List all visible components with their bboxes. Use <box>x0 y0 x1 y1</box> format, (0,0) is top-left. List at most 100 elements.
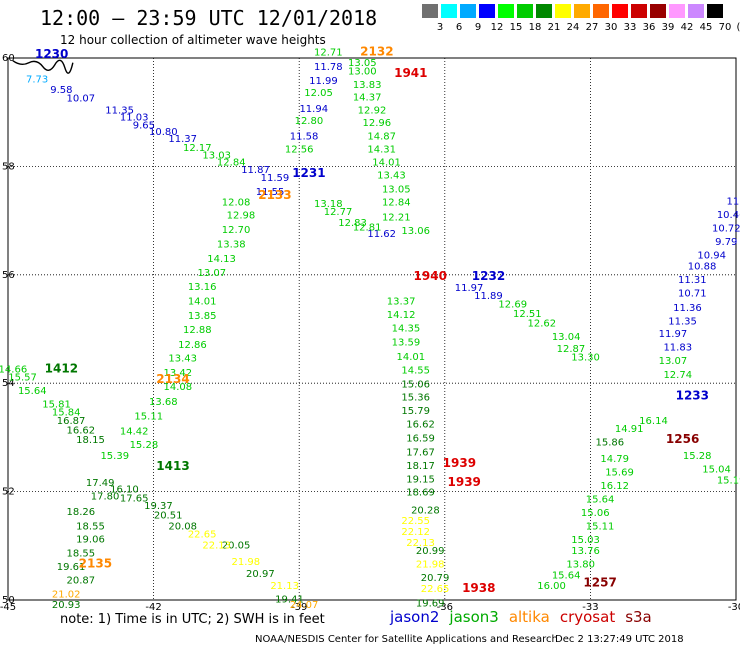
swh-value: 14.66 <box>0 364 27 375</box>
color-scale-label: 9 <box>474 22 482 33</box>
swh-value: 13.85 <box>188 311 217 322</box>
color-scale-label: 3 <box>436 22 444 33</box>
color-swatch <box>688 4 704 18</box>
swh-value: 14.01 <box>188 297 217 308</box>
swh-value: 14.37 <box>353 92 382 103</box>
map-grid <box>7 57 737 601</box>
swh-value: 15.06 <box>581 508 610 519</box>
swh-value: 13.04 <box>552 332 581 343</box>
swh-value: 12.77 <box>324 207 353 218</box>
swh-value: 20.93 <box>52 600 81 611</box>
legend-item-jason2: jason2 <box>390 608 440 626</box>
color-swatch <box>669 4 685 18</box>
lon-tick-label: -33 <box>582 602 598 613</box>
color-swatch <box>422 4 438 18</box>
swh-value: 15.57 <box>8 372 37 383</box>
swh-value: 16.62 <box>406 420 435 431</box>
swh-value: 13.03 <box>202 150 231 161</box>
swh-value: 15.86 <box>595 438 624 449</box>
swh-value: 14.01 <box>372 157 401 168</box>
swh-value: 19.37 <box>144 501 173 512</box>
swh-value: 12.74 <box>663 370 692 381</box>
swh-value: 13.43 <box>168 354 197 365</box>
color-scale-label: 24 <box>566 22 580 33</box>
credit-text: NOAA/NESDIS Center for Satellite Applica… <box>255 634 558 645</box>
swh-value: 13.37 <box>387 297 416 308</box>
pass-time-label: 2133 <box>258 188 291 202</box>
swh-value: 18.17 <box>406 461 435 472</box>
swh-value: 20.87 <box>66 576 95 587</box>
swh-value: 13.07 <box>198 268 227 279</box>
color-swatch <box>612 4 628 18</box>
swh-value: 11.42 <box>727 196 740 207</box>
swh-value: 12.92 <box>358 105 387 116</box>
swh-value: 13.76 <box>571 546 600 557</box>
swh-value: 11.97 <box>659 329 688 340</box>
color-swatch <box>441 4 457 18</box>
swh-value: 13.16 <box>188 282 217 293</box>
swh-value: 16.12 <box>600 481 629 492</box>
swh-value: 10.07 <box>66 93 95 104</box>
swh-value: 15.81 <box>42 400 71 411</box>
color-scale-label: 27 <box>585 22 599 33</box>
swh-value: 9.58 <box>50 85 72 96</box>
lon-tick-label: -42 <box>145 602 161 613</box>
swh-value: 13.18 <box>314 199 343 210</box>
swh-value: 11.36 <box>673 303 702 314</box>
swh-value: 17.80 <box>91 492 120 503</box>
swh-value: 15.19 <box>717 475 740 486</box>
swh-value: 7.73 <box>26 74 48 85</box>
swh-value: 13.38 <box>217 240 246 251</box>
swh-value: 11.62 <box>367 229 396 240</box>
swh-value: 10.72 <box>712 223 740 234</box>
pass-time-label: 2135 <box>79 556 112 570</box>
color-swatch <box>650 4 666 18</box>
pass-time-label: 1256 <box>666 432 699 446</box>
color-scale-label: 18 <box>528 22 542 33</box>
swh-value: 11.89 <box>474 291 503 302</box>
lon-tick-label: -36 <box>437 602 453 613</box>
swh-value: 12.05 <box>304 88 333 99</box>
swh-value: 16.87 <box>57 416 86 427</box>
lat-tick-label: 50 <box>2 595 15 606</box>
swh-value: 11.59 <box>261 173 290 184</box>
swh-value: 14.91 <box>615 424 644 435</box>
swh-value: 9.65 <box>133 120 155 131</box>
color-swatch <box>707 4 723 18</box>
swh-value: 13.06 <box>401 226 430 237</box>
swh-value: 15.11 <box>134 412 163 423</box>
swh-value: 13.00 <box>348 66 377 77</box>
swh-value: 15.28 <box>683 451 712 462</box>
swh-value: 10.94 <box>697 251 726 262</box>
swh-value: 12.56 <box>285 144 314 155</box>
swh-value: 18.55 <box>76 522 105 533</box>
swh-value: 17.67 <box>406 447 435 458</box>
swh-value: 20.51 <box>154 511 183 522</box>
lon-tick-label: -45 <box>0 602 16 613</box>
swh-value: 15.11 <box>586 522 615 533</box>
swh-value: 19.61 <box>57 562 86 573</box>
swh-value: 11.83 <box>663 343 692 354</box>
color-swatch <box>517 4 533 18</box>
swh-value: 14.01 <box>397 352 426 363</box>
color-scale-label: (ft) <box>736 22 740 33</box>
swh-value: 22.65 <box>188 530 217 541</box>
lon-tick-label: -39 <box>291 602 307 613</box>
pass-time-label: 1938 <box>462 581 495 595</box>
swh-value: 18.69 <box>406 487 435 498</box>
swh-value: 19.15 <box>406 474 435 485</box>
swh-value: 13.43 <box>377 170 406 181</box>
swh-value: 11.99 <box>309 76 338 87</box>
color-scale-label: 33 <box>623 22 637 33</box>
legend-item-altika: altika <box>508 608 550 626</box>
pass-time-label: 1230 <box>35 47 68 61</box>
swh-value: 16.00 <box>537 581 566 592</box>
legend-item-cryosat: cryosat <box>559 608 616 626</box>
pass-time-label: 1941 <box>394 66 427 80</box>
swh-value: 15.04 <box>702 465 731 476</box>
swh-value: 11.87 <box>241 165 270 176</box>
swh-value: 13.05 <box>382 184 411 195</box>
swh-value: 18.55 <box>66 549 95 560</box>
swh-value: 12.88 <box>183 325 212 336</box>
